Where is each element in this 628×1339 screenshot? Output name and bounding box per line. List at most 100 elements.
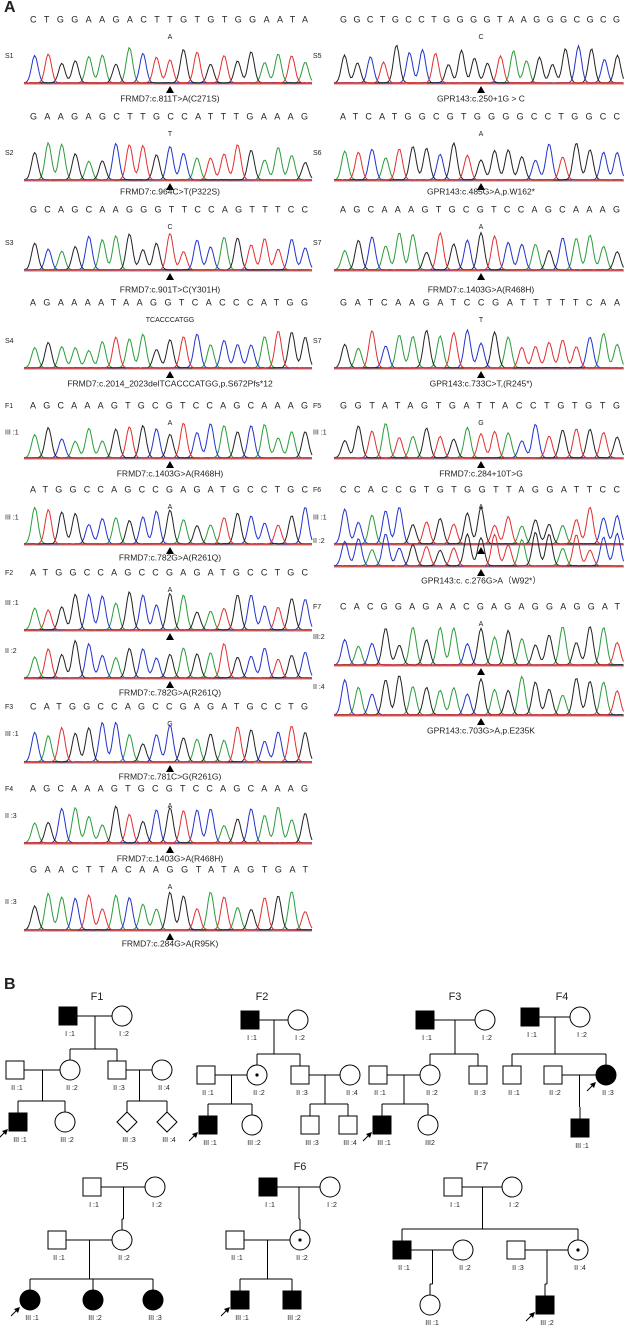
arrow xyxy=(166,371,174,378)
trace-t xyxy=(333,330,624,369)
member-label: II :4 xyxy=(158,1085,170,1092)
member-label: II :2 xyxy=(459,1265,471,1272)
alt-base: A xyxy=(168,420,173,427)
sample-label: III :1 xyxy=(313,514,327,521)
male xyxy=(372,1115,392,1135)
member-label: III :2 xyxy=(287,1315,301,1322)
sequence: CATGGCCAGCCGAGATGCCTG xyxy=(30,701,308,711)
female xyxy=(54,1111,76,1133)
variant-label: GPR143:c.703G>A,p.E235K xyxy=(427,725,535,735)
male xyxy=(82,1177,102,1197)
sample-label: III :1 xyxy=(5,731,19,738)
trace-t xyxy=(24,725,312,763)
variant-label: FRMD7:c.1403G>A(R468H) xyxy=(117,468,224,478)
sample-label: S3 xyxy=(5,240,14,247)
trace-t xyxy=(333,641,624,666)
arrow xyxy=(166,633,174,640)
variant-label: FRMD7:c.811T>A(C271S) xyxy=(120,93,219,103)
arrow xyxy=(166,765,174,772)
alt-base: A xyxy=(168,34,173,41)
variant-label: FRMD7:c.2014_2023delTCACCCATGG,p.S672Pfs… xyxy=(67,378,273,388)
female xyxy=(595,1064,617,1086)
member-label: II :2 xyxy=(66,1085,78,1092)
member-label: III :4 xyxy=(343,1140,357,1147)
sample-label: II :2 xyxy=(313,538,325,545)
male xyxy=(468,1065,488,1085)
arrow xyxy=(166,846,174,853)
member-label: I :2 xyxy=(295,1035,305,1042)
family-name: F1 xyxy=(91,991,104,1003)
female xyxy=(142,1289,164,1311)
trace-t xyxy=(24,51,313,84)
family-name: F7 xyxy=(476,1161,489,1173)
proband-arrowhead xyxy=(529,1312,535,1318)
member-label: II :1 xyxy=(53,1255,65,1262)
female xyxy=(111,1229,133,1251)
female xyxy=(151,1059,173,1081)
sample-label: S7 xyxy=(313,338,322,345)
sample-label: II :3 xyxy=(5,899,17,906)
sequence: CCACCGTGTGGTTAGGATTCC xyxy=(340,484,621,494)
family-label: F4 xyxy=(5,786,13,793)
sample-label: S4 xyxy=(5,338,14,345)
member-label: II :3 xyxy=(512,1265,524,1272)
male xyxy=(196,1065,216,1085)
alt-base: A xyxy=(479,224,484,231)
member-label: II :3 xyxy=(113,1085,125,1092)
member-label: II :2 xyxy=(296,1255,308,1262)
member-label: III :1 xyxy=(203,1140,217,1147)
alt-base: A xyxy=(479,131,484,138)
member-label: I :1 xyxy=(422,1035,432,1042)
male xyxy=(198,1115,218,1135)
member-label: II :3 xyxy=(296,1090,308,1097)
member-label: II :1 xyxy=(231,1255,243,1262)
member-label: III2 xyxy=(425,1140,435,1147)
member-label: III :1 xyxy=(235,1315,249,1322)
family-label: F1 xyxy=(5,403,13,410)
female xyxy=(144,1176,166,1198)
arrow xyxy=(166,183,174,190)
male xyxy=(258,1177,278,1197)
female xyxy=(111,1005,133,1027)
alt-base: A xyxy=(168,587,173,594)
member-label: I :1 xyxy=(450,1202,460,1209)
male xyxy=(392,1240,412,1260)
variant-label: FRMD7:c.284+10T>G xyxy=(439,468,523,478)
member-label: III :3 xyxy=(148,1315,162,1322)
member-label: II :2 xyxy=(549,1090,561,1097)
male xyxy=(535,1295,555,1315)
member-label: III :1 xyxy=(425,1320,439,1327)
sample-label: III :1 xyxy=(5,429,19,436)
carrier-dot xyxy=(576,1248,580,1252)
family-label: F2 xyxy=(5,570,13,577)
trace-t xyxy=(23,893,313,931)
male xyxy=(415,1010,435,1030)
male xyxy=(338,1115,358,1135)
male xyxy=(290,1065,310,1085)
variant-label: FRMD7:c.1403G>A(R468H) xyxy=(428,284,535,294)
member-label: I :1 xyxy=(65,1031,75,1038)
arrow xyxy=(477,371,485,378)
sample-label: III :1 xyxy=(313,429,327,436)
sample-label: III :1 xyxy=(5,600,19,607)
proband-arrowhead xyxy=(224,1307,230,1313)
alt-base: T xyxy=(168,131,173,138)
arrow xyxy=(166,273,174,280)
alt-base: C xyxy=(167,224,172,231)
variant-label: FRMD7:c.1403G>A(R468H) xyxy=(117,853,224,863)
trace-t xyxy=(23,331,313,369)
member-label: III :1 xyxy=(13,1137,27,1144)
variant-label: GPR143:c. c.276G>A（W92*） xyxy=(421,575,541,585)
female xyxy=(417,1114,439,1136)
trace-g xyxy=(333,626,624,666)
family-label: F5 xyxy=(313,403,321,410)
trace-t xyxy=(23,144,313,181)
variant-label: FRMD7:c.782G>A(R261Q) xyxy=(119,552,221,562)
variant-label: FRMD7:c.782G>A(R261Q) xyxy=(119,687,221,697)
trace-t xyxy=(334,231,624,271)
female xyxy=(319,1176,341,1198)
member-label: II :1 xyxy=(508,1090,520,1097)
alt-base: C xyxy=(478,34,483,41)
sequence: AGCAAAGTGCGTCCAGCAAAG xyxy=(340,204,620,214)
